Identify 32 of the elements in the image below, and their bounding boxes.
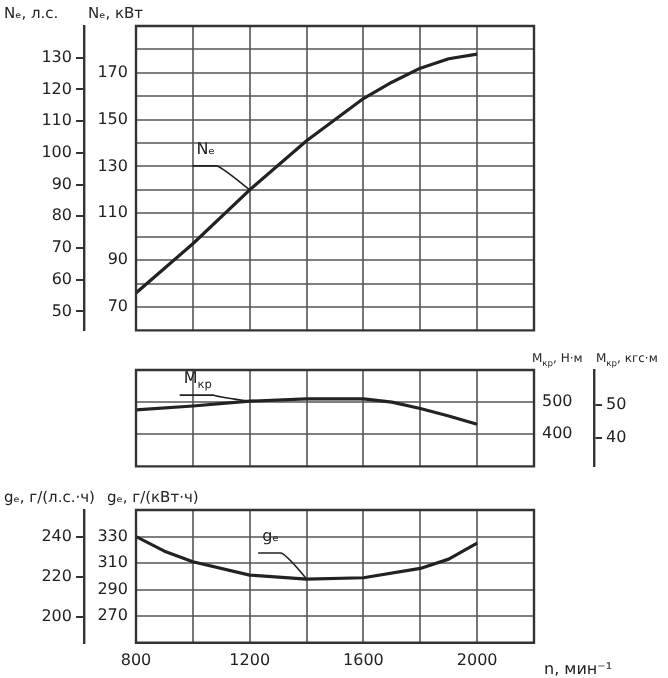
x-tick-label: 1200 bbox=[229, 650, 271, 669]
x-axis-title: n, мин⁻¹ bbox=[544, 660, 613, 678]
y-tick-label: 310 bbox=[97, 553, 128, 572]
y2-tick-label: 110 bbox=[41, 111, 72, 130]
text: Nₑ bbox=[196, 139, 216, 158]
y2-tick-label: 130 bbox=[41, 47, 72, 66]
y2-tick-label: 40 bbox=[606, 428, 627, 447]
y2-tick-label: 200 bbox=[41, 607, 72, 625]
y-tick-label: 130 bbox=[97, 156, 128, 175]
y-tick-label: 90 bbox=[107, 250, 128, 269]
x-tick-label: 2000 bbox=[456, 650, 498, 669]
y2-tick-label: 90 bbox=[51, 174, 72, 193]
y2-tick-label: 240 bbox=[41, 527, 72, 546]
y-tick-label: 270 bbox=[97, 606, 128, 625]
y2-tick-label: 50 bbox=[606, 395, 627, 414]
y-tick-label: 290 bbox=[97, 579, 128, 598]
y2-tick-label: 80 bbox=[51, 206, 72, 225]
y-tick-label: 400 bbox=[542, 424, 573, 443]
y-tick-label: 150 bbox=[97, 109, 128, 128]
y2-tick-label: 60 bbox=[51, 269, 72, 288]
y-tick-label: 170 bbox=[97, 62, 128, 81]
y-tick-label: 500 bbox=[542, 392, 573, 411]
y-tick-label: 70 bbox=[107, 297, 128, 316]
y-tick-label: 330 bbox=[97, 526, 128, 545]
y2-tick-label: 70 bbox=[51, 238, 72, 257]
x-tick-label: 1600 bbox=[343, 650, 384, 669]
y-tick-label: 110 bbox=[97, 203, 128, 222]
y2-tick-label: 120 bbox=[41, 79, 72, 98]
y2-tick-label: 220 bbox=[41, 567, 72, 586]
y2-tick-label: 50 bbox=[51, 301, 72, 320]
x-tick-label: 800 bbox=[120, 650, 152, 669]
y2-tick-label: 100 bbox=[41, 142, 72, 161]
